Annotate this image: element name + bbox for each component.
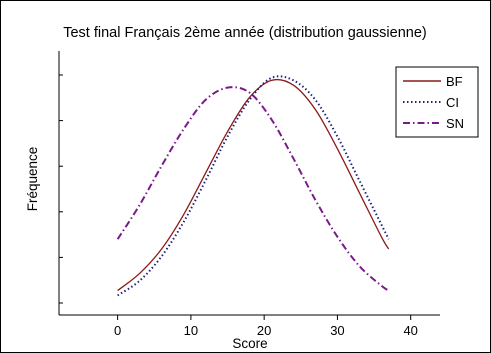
series-line-bf bbox=[117, 78, 390, 292]
series-line-sn bbox=[116, 86, 390, 292]
legend: BF CI SN bbox=[395, 66, 479, 138]
series-layer bbox=[116, 75, 390, 297]
legend-label-sn: SN bbox=[446, 116, 464, 131]
series-line-ci bbox=[117, 75, 390, 297]
legend-label-bf: BF bbox=[446, 74, 463, 89]
x-tick-label: 10 bbox=[184, 323, 198, 338]
axes: 0 10 20 30 40 bbox=[58, 51, 440, 338]
y-axis-title: Fréquence bbox=[25, 147, 40, 212]
x-tick-label: 20 bbox=[257, 323, 271, 338]
chart-title: Test final Français 2ème année (distribu… bbox=[63, 25, 427, 41]
legend-label-ci: CI bbox=[446, 95, 459, 110]
x-tick-label: 40 bbox=[403, 323, 417, 338]
x-tick-label: 0 bbox=[114, 323, 121, 338]
legend-box bbox=[395, 66, 479, 138]
x-axis-title: Score bbox=[232, 336, 267, 351]
x-tick-label: 30 bbox=[330, 323, 344, 338]
